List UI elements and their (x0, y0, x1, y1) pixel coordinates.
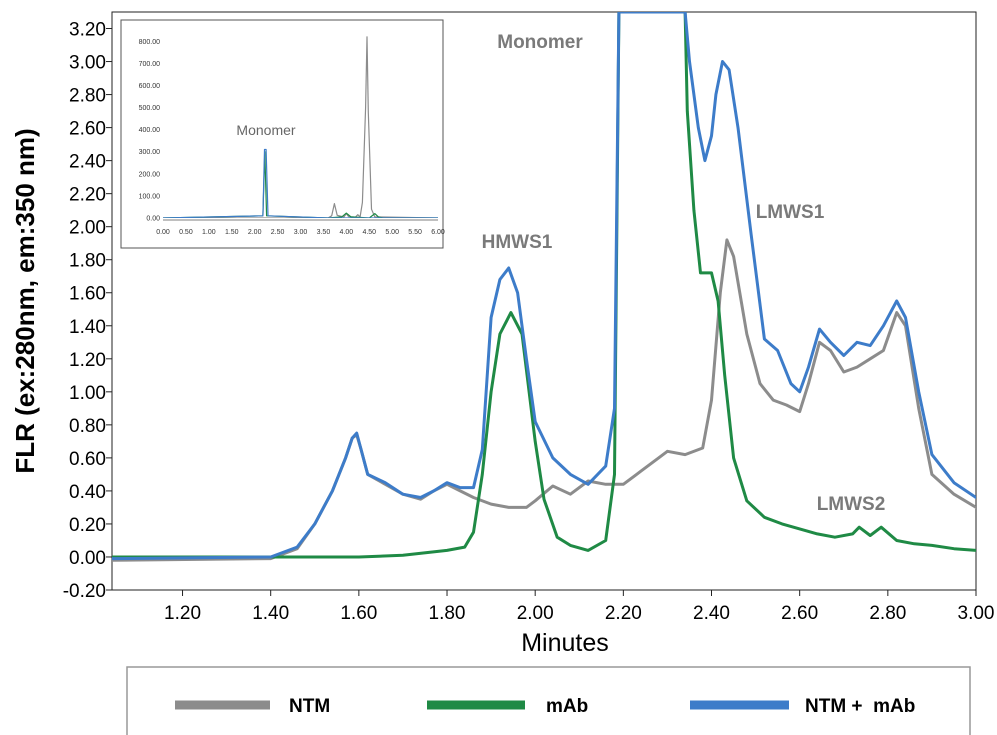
inset-y-tick-label: 700.00 (139, 61, 161, 68)
inset-y-tick-label: 300.00 (139, 149, 161, 156)
inset-series-line-3 (163, 148, 438, 218)
inset-x-tick-label: 3.00 (294, 229, 308, 236)
inset-chart: 0.00 100.00 200.00 300.00 400.00 500.00 600.00… (120, 19, 445, 249)
annotation-monomer: Monomer (497, 32, 583, 53)
y-tick-label: 3.20 (69, 20, 106, 41)
inset-x-tick-label: 1.00 (202, 229, 216, 236)
inset-series-layer (163, 36, 438, 218)
inset-x-tick-label: 0.50 (179, 229, 193, 236)
y-tick-label: 2.40 (69, 152, 106, 173)
inset-x-tick-label: 5.00 (385, 229, 399, 236)
inset-y-tick-label: 800.00 (139, 39, 161, 46)
legend-item-ntm: NTM (175, 696, 330, 717)
inset-y-tick-label: 200.00 (139, 171, 161, 178)
legend-label-ntm: NTM (289, 696, 330, 717)
legend-item-mab: mAb (427, 696, 588, 717)
inset-x-tick-label: 0.00 (156, 229, 170, 236)
inset-annotation-monomer: Monomer (236, 122, 295, 138)
inset-x-tick-label: 2.50 (271, 229, 285, 236)
y-tick-label: 0.40 (69, 482, 106, 503)
inset-y-tick-label: 400.00 (139, 127, 161, 134)
y-tick-label: 2.20 (69, 185, 106, 206)
y-tick-label: 0.20 (69, 515, 106, 536)
legend-label-mab: mAb (546, 696, 588, 717)
inset-x-tick-label: 4.00 (340, 229, 354, 236)
y-axis-ticks: -0.20 0.00 0.20 0.40 0.60 0.80 1.00 1.20 1.40 1.6… (63, 20, 112, 602)
y-tick-label: 2.60 (69, 119, 106, 140)
x-axis-title: Minutes (521, 629, 609, 657)
x-tick-label: 2.80 (869, 603, 906, 624)
x-tick-label: 2.60 (781, 603, 818, 624)
y-tick-label: 1.60 (69, 284, 106, 305)
x-tick-label: 2.00 (517, 603, 554, 624)
inset-x-tick-label: 4.50 (362, 229, 376, 236)
y-tick-label: 2.80 (69, 86, 106, 107)
inset-x-axis-ticks: 0.00 0.50 1.00 1.50 2.00 2.50 3.00 3.50 4.00 4.50… (156, 219, 445, 236)
inset-x-tick-label: 3.50 (317, 229, 331, 236)
y-tick-label: -0.20 (63, 581, 106, 602)
inset-x-tick-label: 1.50 (225, 229, 239, 236)
series-line-mab (112, 12, 976, 559)
y-tick-label: 0.00 (69, 548, 106, 569)
inset-y-tick-label: 600.00 (139, 83, 161, 90)
x-tick-label: 1.40 (252, 603, 289, 624)
y-tick-label: 1.80 (69, 251, 106, 272)
inset-x-tick-label: 5.50 (408, 229, 422, 236)
inset-y-axis-ticks: 0.00 100.00 200.00 300.00 400.00 500.00 600.00… (139, 39, 161, 223)
annotation-hmws1: HMWS1 (482, 232, 553, 253)
legend: NTM mAb NTM + mAb (126, 666, 971, 735)
inset-x-tick-label: 6.00 (431, 229, 445, 236)
inset-y-tick-label: 0.00 (146, 216, 160, 223)
y-tick-label: 1.20 (69, 350, 106, 371)
inset-y-tick-label: 500.00 (139, 105, 161, 112)
inset-y-tick-label: 100.00 (139, 193, 161, 200)
y-tick-label: 0.80 (69, 416, 106, 437)
x-tick-label: 2.40 (693, 603, 730, 624)
inset-series-line-1 (163, 36, 438, 218)
legend-label-ntm-mab: NTM + mAb (805, 696, 915, 717)
x-axis-ticks: 1.20 1.40 1.60 1.80 2.00 2.20 2.40 2.60 2.80 3.00 (164, 590, 994, 624)
legend-item-ntm-mab: NTM + mAb (690, 696, 915, 717)
inset-frame (120, 19, 444, 249)
x-tick-label: 1.60 (340, 603, 377, 624)
y-axis-title: FLR (ex:280nm, em:350 nm) (10, 128, 40, 473)
y-tick-label: 0.60 (69, 449, 106, 470)
x-tick-label: 1.80 (429, 603, 466, 624)
annotation-lmws1: LMWS1 (756, 202, 825, 223)
inset-x-tick-label: 2.00 (248, 229, 262, 236)
y-tick-label: 1.40 (69, 317, 106, 338)
y-tick-label: 2.00 (69, 218, 106, 239)
series-line-ntm-mab (112, 12, 976, 561)
x-tick-label: 3.00 (958, 603, 995, 624)
annotation-lmws2: LMWS2 (817, 494, 886, 515)
x-tick-label: 2.20 (605, 603, 642, 624)
y-tick-label: 1.00 (69, 383, 106, 404)
series-layer (112, 12, 976, 562)
x-tick-label: 1.20 (164, 603, 201, 624)
y-tick-label: 3.00 (69, 53, 106, 74)
